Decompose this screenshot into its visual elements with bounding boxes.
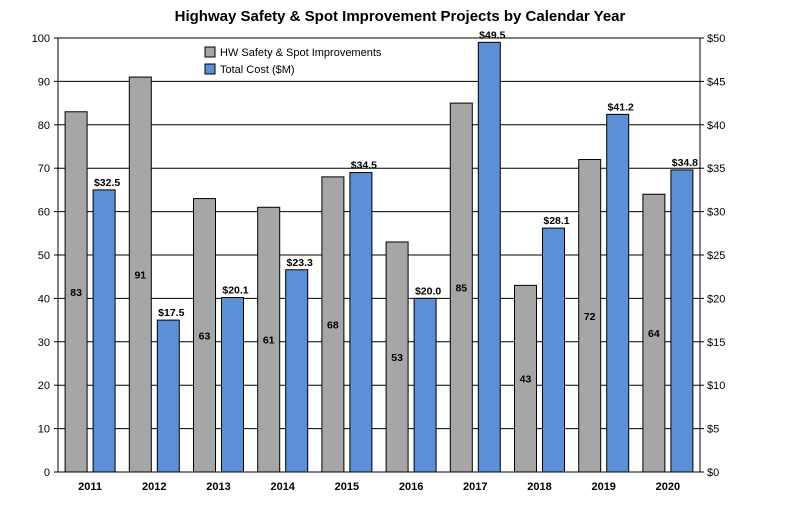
right-tick-label: $25 — [707, 250, 725, 262]
left-tick-label: 20 — [38, 380, 50, 392]
data-label-hw-safety: 61 — [263, 335, 275, 347]
left-tick-label: 40 — [38, 293, 50, 305]
x-tick-label: 2012 — [142, 481, 166, 493]
data-label-hw-safety: 83 — [70, 287, 82, 299]
bar-total-cost — [542, 227, 565, 473]
data-label-total-cost: $20.1 — [222, 285, 248, 297]
right-tick-label: $45 — [707, 76, 725, 88]
left-tick-label: 70 — [38, 163, 50, 175]
bar-total-cost — [92, 189, 116, 473]
data-label-total-cost: $32.5 — [94, 177, 120, 189]
legend-swatch-total-cost — [204, 63, 216, 75]
data-label-hw-safety: 91 — [134, 270, 146, 282]
left-tick-label: 90 — [38, 76, 50, 88]
data-label-hw-safety: 72 — [584, 311, 596, 323]
right-tick-label: $0 — [707, 467, 719, 479]
right-tick-label: $40 — [707, 120, 725, 132]
data-label-total-cost: $34.5 — [351, 160, 377, 172]
right-tick-label: $20 — [707, 293, 725, 305]
left-tick-label: 10 — [38, 424, 50, 436]
left-tick-label: 30 — [38, 337, 50, 349]
left-tick-label: 60 — [38, 207, 50, 219]
x-tick-label: 2015 — [335, 481, 359, 493]
data-label-total-cost: $41.2 — [608, 101, 634, 113]
x-tick-label: 2014 — [270, 481, 295, 493]
plot-border — [57, 37, 701, 473]
bar-total-cost — [606, 113, 630, 473]
data-label-total-cost: $23.3 — [287, 257, 313, 269]
right-tick-label: $10 — [707, 380, 725, 392]
bar-total-cost — [670, 169, 694, 473]
bar-total-cost — [221, 297, 244, 473]
x-tick-label: 2013 — [206, 481, 230, 493]
right-tick-label: $5 — [707, 424, 719, 436]
data-label-hw-safety: 64 — [648, 328, 660, 340]
right-tick-label: $30 — [707, 207, 725, 219]
data-label-total-cost: $28.1 — [543, 215, 569, 227]
right-tick-label: $15 — [707, 337, 725, 349]
x-tick-label: 2017 — [463, 481, 487, 493]
data-label-hw-safety: 68 — [327, 319, 339, 331]
data-label-total-cost: $49.5 — [479, 29, 505, 41]
left-tick-label: 50 — [38, 250, 50, 262]
data-label-hw-safety: 63 — [199, 330, 211, 342]
left-tick-label: 100 — [32, 33, 50, 45]
right-tick-label: $35 — [707, 163, 725, 175]
x-tick-label: 2018 — [527, 481, 551, 493]
bar-total-cost — [477, 41, 501, 473]
x-tick-label: 2011 — [78, 481, 102, 493]
left-tick-label: 80 — [38, 120, 50, 132]
data-label-total-cost: $34.8 — [672, 157, 698, 169]
data-label-total-cost: $17.5 — [158, 307, 184, 319]
data-label-hw-safety: 53 — [391, 352, 403, 364]
left-tick-label: 0 — [44, 467, 50, 479]
bar-total-cost — [349, 172, 373, 473]
legend-label-total-cost: Total Cost ($M) — [220, 64, 295, 76]
data-label-total-cost: $20.0 — [415, 285, 441, 297]
data-label-hw-safety: 85 — [455, 283, 467, 295]
legend-swatch-hw-safety — [204, 46, 216, 58]
bar-total-cost — [285, 269, 309, 473]
right-tick-label: $50 — [707, 33, 725, 45]
chart-title: Highway Safety & Spot Improvement Projec… — [174, 8, 626, 25]
x-tick-label: 2020 — [656, 481, 680, 493]
bar-total-cost — [413, 297, 437, 473]
bar-total-cost — [156, 319, 180, 473]
x-tick-label: 2019 — [591, 481, 615, 493]
x-tick-label: 2016 — [399, 481, 423, 493]
legend-label-hw-safety: HW Safety & Spot Improvements — [220, 47, 382, 59]
data-label-hw-safety: 43 — [520, 374, 532, 386]
